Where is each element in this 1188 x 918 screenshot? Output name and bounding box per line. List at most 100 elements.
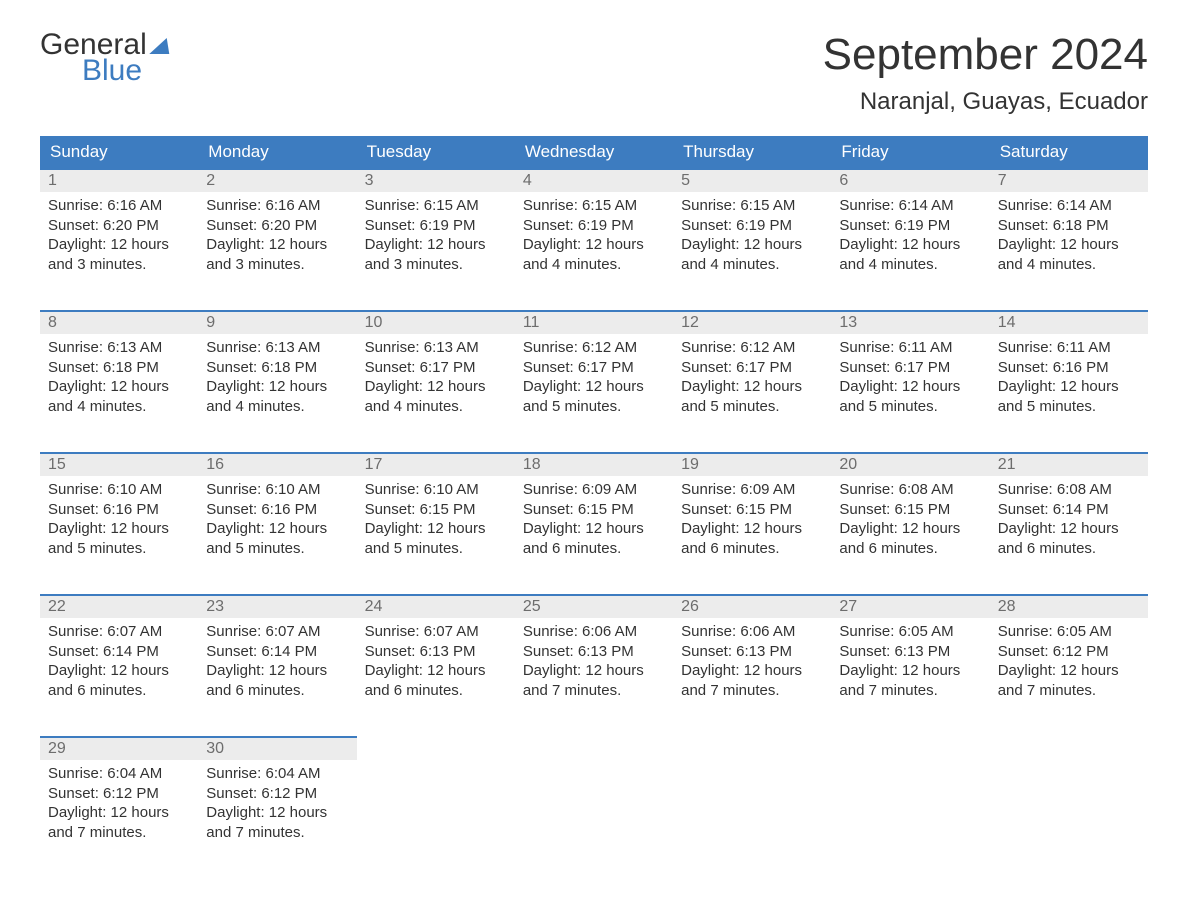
calendar-cell: 28 Sunrise: 6:05 AMSunset: 6:12 PMDayligh…	[990, 594, 1148, 722]
sunrise-text: Sunrise: 6:07 AM	[365, 622, 507, 642]
sunrise-text: Sunrise: 6:16 AM	[48, 196, 190, 216]
daylight-line1: Daylight: 12 hours	[48, 803, 190, 823]
weekday-header: Friday	[831, 136, 989, 168]
daylight-line1: Daylight: 12 hours	[206, 803, 348, 823]
day-number: 9	[198, 310, 356, 334]
calendar-cell: 12Sunrise: 6:12 AMSunset: 6:17 PMDayligh…	[673, 310, 831, 438]
sunrise-text: Sunrise: 6:09 AM	[681, 480, 823, 500]
daylight-line2: and 4 minutes.	[365, 397, 507, 417]
daylight-line1: Daylight: 12 hours	[681, 661, 823, 681]
daylight-line2: and 3 minutes.	[365, 255, 507, 275]
sunset-text: Sunset: 6:19 PM	[365, 216, 507, 236]
day-body: Sunrise: 6:06 AMSunset: 6:13 PMDaylight:…	[673, 618, 831, 708]
daylight-line2: and 6 minutes.	[998, 539, 1140, 559]
day-number: 2	[198, 168, 356, 192]
weekday-header-row: SundayMondayTuesdayWednesdayThursdayFrid…	[40, 136, 1148, 168]
day-body: Sunrise: 6:11 AMSunset: 6:16 PMDaylight:…	[990, 334, 1148, 424]
daylight-line2: and 5 minutes.	[206, 539, 348, 559]
sunset-text: Sunset: 6:17 PM	[365, 358, 507, 378]
day-number: 23	[198, 594, 356, 618]
calendar-cell: 5Sunrise: 6:15 AMSunset: 6:19 PMDaylight…	[673, 168, 831, 296]
sunset-text: Sunset: 6:18 PM	[206, 358, 348, 378]
calendar-cell: 24Sunrise: 6:07 AMSunset: 6:13 PMDayligh…	[357, 594, 515, 722]
sunset-text: Sunset: 6:13 PM	[681, 642, 823, 662]
daylight-line1: Daylight: 12 hours	[206, 661, 348, 681]
daylight-line1: Daylight: 12 hours	[48, 661, 190, 681]
sunrise-text: Sunrise: 6:15 AM	[523, 196, 665, 216]
daylight-line2: and 3 minutes.	[206, 255, 348, 275]
calendar-cell: 15Sunrise: 6:10 AMSunset: 6:16 PMDayligh…	[40, 452, 198, 580]
daylight-line2: and 4 minutes.	[206, 397, 348, 417]
daylight-line1: Daylight: 12 hours	[681, 377, 823, 397]
day-number: 28	[990, 594, 1148, 618]
day-body: Sunrise: 6:14 AMSunset: 6:18 PMDaylight:…	[990, 192, 1148, 282]
sunset-text: Sunset: 6:12 PM	[998, 642, 1140, 662]
title-block: September 2024 Naranjal, Guayas, Ecuador	[823, 30, 1148, 116]
daylight-line1: Daylight: 12 hours	[998, 661, 1140, 681]
daylight-line1: Daylight: 12 hours	[206, 235, 348, 255]
calendar-cell: 22Sunrise: 6:07 AMSunset: 6:14 PMDayligh…	[40, 594, 198, 722]
sunset-text: Sunset: 6:12 PM	[206, 784, 348, 804]
calendar-cell: 19Sunrise: 6:09 AMSunset: 6:15 PMDayligh…	[673, 452, 831, 580]
day-body: Sunrise: 6:04 AMSunset: 6:12 PMDaylight:…	[198, 760, 356, 850]
calendar-cell: 13Sunrise: 6:11 AMSunset: 6:17 PMDayligh…	[831, 310, 989, 438]
week-spacer	[40, 438, 1148, 452]
daylight-line1: Daylight: 12 hours	[681, 519, 823, 539]
daylight-line2: and 6 minutes.	[48, 681, 190, 701]
calendar-cell: 21Sunrise: 6:08 AMSunset: 6:14 PMDayligh…	[990, 452, 1148, 580]
sunset-text: Sunset: 6:16 PM	[998, 358, 1140, 378]
daylight-line2: and 5 minutes.	[365, 539, 507, 559]
daylight-line1: Daylight: 12 hours	[998, 377, 1140, 397]
sunrise-text: Sunrise: 6:10 AM	[48, 480, 190, 500]
sunset-text: Sunset: 6:20 PM	[48, 216, 190, 236]
daylight-line1: Daylight: 12 hours	[523, 519, 665, 539]
calendar-cell: 18Sunrise: 6:09 AMSunset: 6:15 PMDayligh…	[515, 452, 673, 580]
sunrise-text: Sunrise: 6:15 AM	[365, 196, 507, 216]
day-body: Sunrise: 6:15 AMSunset: 6:19 PMDaylight:…	[673, 192, 831, 282]
calendar-cell	[515, 736, 673, 864]
day-body: Sunrise: 6:10 AMSunset: 6:16 PMDaylight:…	[198, 476, 356, 566]
calendar-week-row: 8Sunrise: 6:13 AMSunset: 6:18 PMDaylight…	[40, 310, 1148, 438]
daylight-line1: Daylight: 12 hours	[365, 377, 507, 397]
sunset-text: Sunset: 6:18 PM	[48, 358, 190, 378]
weekday-header: Thursday	[673, 136, 831, 168]
day-number: 7	[990, 168, 1148, 192]
sunset-text: Sunset: 6:19 PM	[681, 216, 823, 236]
sunset-text: Sunset: 6:19 PM	[839, 216, 981, 236]
daylight-line2: and 6 minutes.	[365, 681, 507, 701]
month-title: September 2024	[823, 30, 1148, 80]
day-body: Sunrise: 6:14 AMSunset: 6:19 PMDaylight:…	[831, 192, 989, 282]
daylight-line1: Daylight: 12 hours	[206, 519, 348, 539]
day-number: 17	[357, 452, 515, 476]
week-spacer	[40, 580, 1148, 594]
sunrise-text: Sunrise: 6:06 AM	[523, 622, 665, 642]
day-number: 8	[40, 310, 198, 334]
daylight-line1: Daylight: 12 hours	[48, 377, 190, 397]
day-number: 27	[831, 594, 989, 618]
calendar-cell: 25Sunrise: 6:06 AMSunset: 6:13 PMDayligh…	[515, 594, 673, 722]
weekday-header: Monday	[198, 136, 356, 168]
daylight-line1: Daylight: 12 hours	[523, 377, 665, 397]
daylight-line2: and 7 minutes.	[206, 823, 348, 843]
day-body: Sunrise: 6:13 AMSunset: 6:18 PMDaylight:…	[40, 334, 198, 424]
calendar-cell: 14Sunrise: 6:11 AMSunset: 6:16 PMDayligh…	[990, 310, 1148, 438]
daylight-line2: and 5 minutes.	[839, 397, 981, 417]
sunset-text: Sunset: 6:14 PM	[206, 642, 348, 662]
sunset-text: Sunset: 6:15 PM	[681, 500, 823, 520]
daylight-line1: Daylight: 12 hours	[839, 235, 981, 255]
day-body: Sunrise: 6:12 AMSunset: 6:17 PMDaylight:…	[673, 334, 831, 424]
day-number: 26	[673, 594, 831, 618]
calendar-cell: 1Sunrise: 6:16 AMSunset: 6:20 PMDaylight…	[40, 168, 198, 296]
day-body: Sunrise: 6:13 AMSunset: 6:18 PMDaylight:…	[198, 334, 356, 424]
day-number: 5	[673, 168, 831, 192]
day-body: Sunrise: 6:15 AMSunset: 6:19 PMDaylight:…	[515, 192, 673, 282]
weekday-header: Saturday	[990, 136, 1148, 168]
day-body: Sunrise: 6:07 AMSunset: 6:14 PMDaylight:…	[198, 618, 356, 708]
daylight-line2: and 6 minutes.	[523, 539, 665, 559]
sunset-text: Sunset: 6:14 PM	[998, 500, 1140, 520]
sunrise-text: Sunrise: 6:13 AM	[206, 338, 348, 358]
sunrise-text: Sunrise: 6:05 AM	[998, 622, 1140, 642]
day-number: 14	[990, 310, 1148, 334]
day-number: 13	[831, 310, 989, 334]
sunrise-text: Sunrise: 6:08 AM	[998, 480, 1140, 500]
